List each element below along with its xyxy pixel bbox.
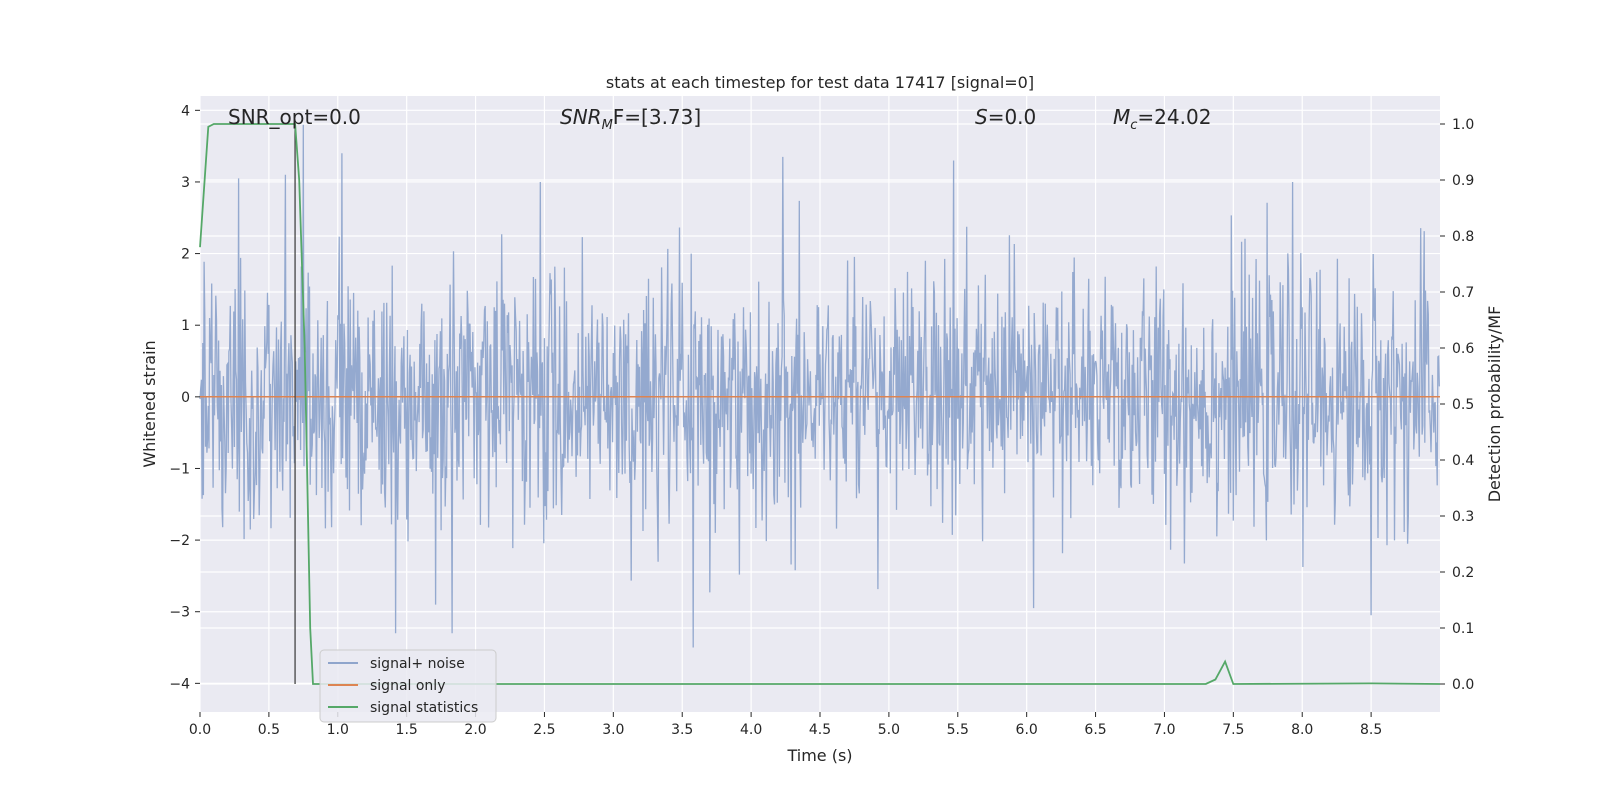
y2-tick-label-5: 0.5 [1452,397,1474,413]
x-tick-label-11: 5.5 [947,722,969,738]
y2-tick-label-10: 1.0 [1452,117,1474,133]
x-tick-label-7: 3.5 [671,722,693,738]
y-tick-label-3: −1 [169,461,190,477]
y-tick-label-6: 2 [181,247,190,263]
x-tick-label-17: 8.5 [1360,722,1382,738]
x-tick-label-1: 0.5 [258,722,280,738]
y2-tick-label-3: 0.3 [1452,509,1474,525]
y2-axis-ticks: 0.0 0.1 0.2 0.3 0.4 0.5 0.6 0.7 0.8 0.9 1.0 [1440,117,1474,693]
legend-label-signal-statistics: signal statistics [370,700,478,716]
series-signal-noise-line [199,124,1440,648]
x-axis-ticks: 0.0 0.5 1.0 1.5 2.0 2.5 3.0 3.5 4.0 4.5 5.0 5.5 6.0 6… [189,712,1382,738]
noise-series [199,124,1440,648]
chart-title: stats at each timestep for test data 174… [606,73,1034,92]
y-tick-label-5: 1 [181,318,190,334]
y-tick-label-8: 4 [181,103,190,119]
y2-tick-label-6: 0.6 [1452,341,1474,357]
y-tick-label-2: −2 [169,533,190,549]
y2-tick-label-7: 0.7 [1452,285,1474,301]
x-tick-label-14: 7.0 [1153,722,1175,738]
legend-label-signal-only: signal only [370,678,445,694]
x-tick-label-16: 8.0 [1291,722,1313,738]
legend-label-signal-noise: signal+ noise [370,656,465,672]
y-axis-ticks: −4 −3 −2 −1 0 1 2 3 4 [169,103,200,692]
legend: signal+ noise signal only signal statist… [319,649,497,723]
y2-tick-label-4: 0.4 [1452,453,1474,469]
y2-tick-label-8: 0.8 [1452,229,1474,245]
x-tick-label-8: 4.0 [740,722,762,738]
y-tick-label-0: −4 [169,676,190,692]
x-tick-label-6: 3.0 [602,722,624,738]
x-tick-label-4: 2.0 [464,722,486,738]
annotation-snr-opt: SNR_opt=0.0 [228,105,361,129]
x-tick-label-13: 6.5 [1084,722,1106,738]
x-tick-label-9: 4.5 [809,722,831,738]
signal-statistics-series [199,123,1441,685]
x-tick-label-3: 1.5 [396,722,418,738]
y2-tick-label-0: 0.0 [1452,677,1474,693]
y-axis-label: Whitened strain [140,340,159,467]
x-tick-label-2: 1.0 [327,722,349,738]
x-tick-label-5: 2.5 [533,722,555,738]
y2-tick-label-1: 0.1 [1452,621,1474,637]
x-tick-label-0: 0.0 [189,722,211,738]
series-signal-statistics-line [199,123,1441,685]
x-axis-label: Time (s) [786,746,852,765]
legend-box [319,649,497,723]
y2-tick-label-9: 0.9 [1452,173,1474,189]
x-tick-label-15: 7.5 [1222,722,1244,738]
x-tick-label-10: 5.0 [878,722,900,738]
x-tick-label-12: 6.0 [1016,722,1038,738]
y2-tick-label-2: 0.2 [1452,565,1474,581]
y2-axis-label: Detection probability/MF [1485,306,1504,503]
annotation-s: S=0.0 [975,105,1036,129]
annotation-mc: Mc=24.02 [1113,105,1211,133]
y-tick-label-4: 0 [181,390,190,406]
annotation-snr-mf: SNRMF=[3.73] [560,105,701,133]
y-tick-label-1: −3 [169,605,190,621]
y-tick-label-7: 3 [181,175,190,191]
